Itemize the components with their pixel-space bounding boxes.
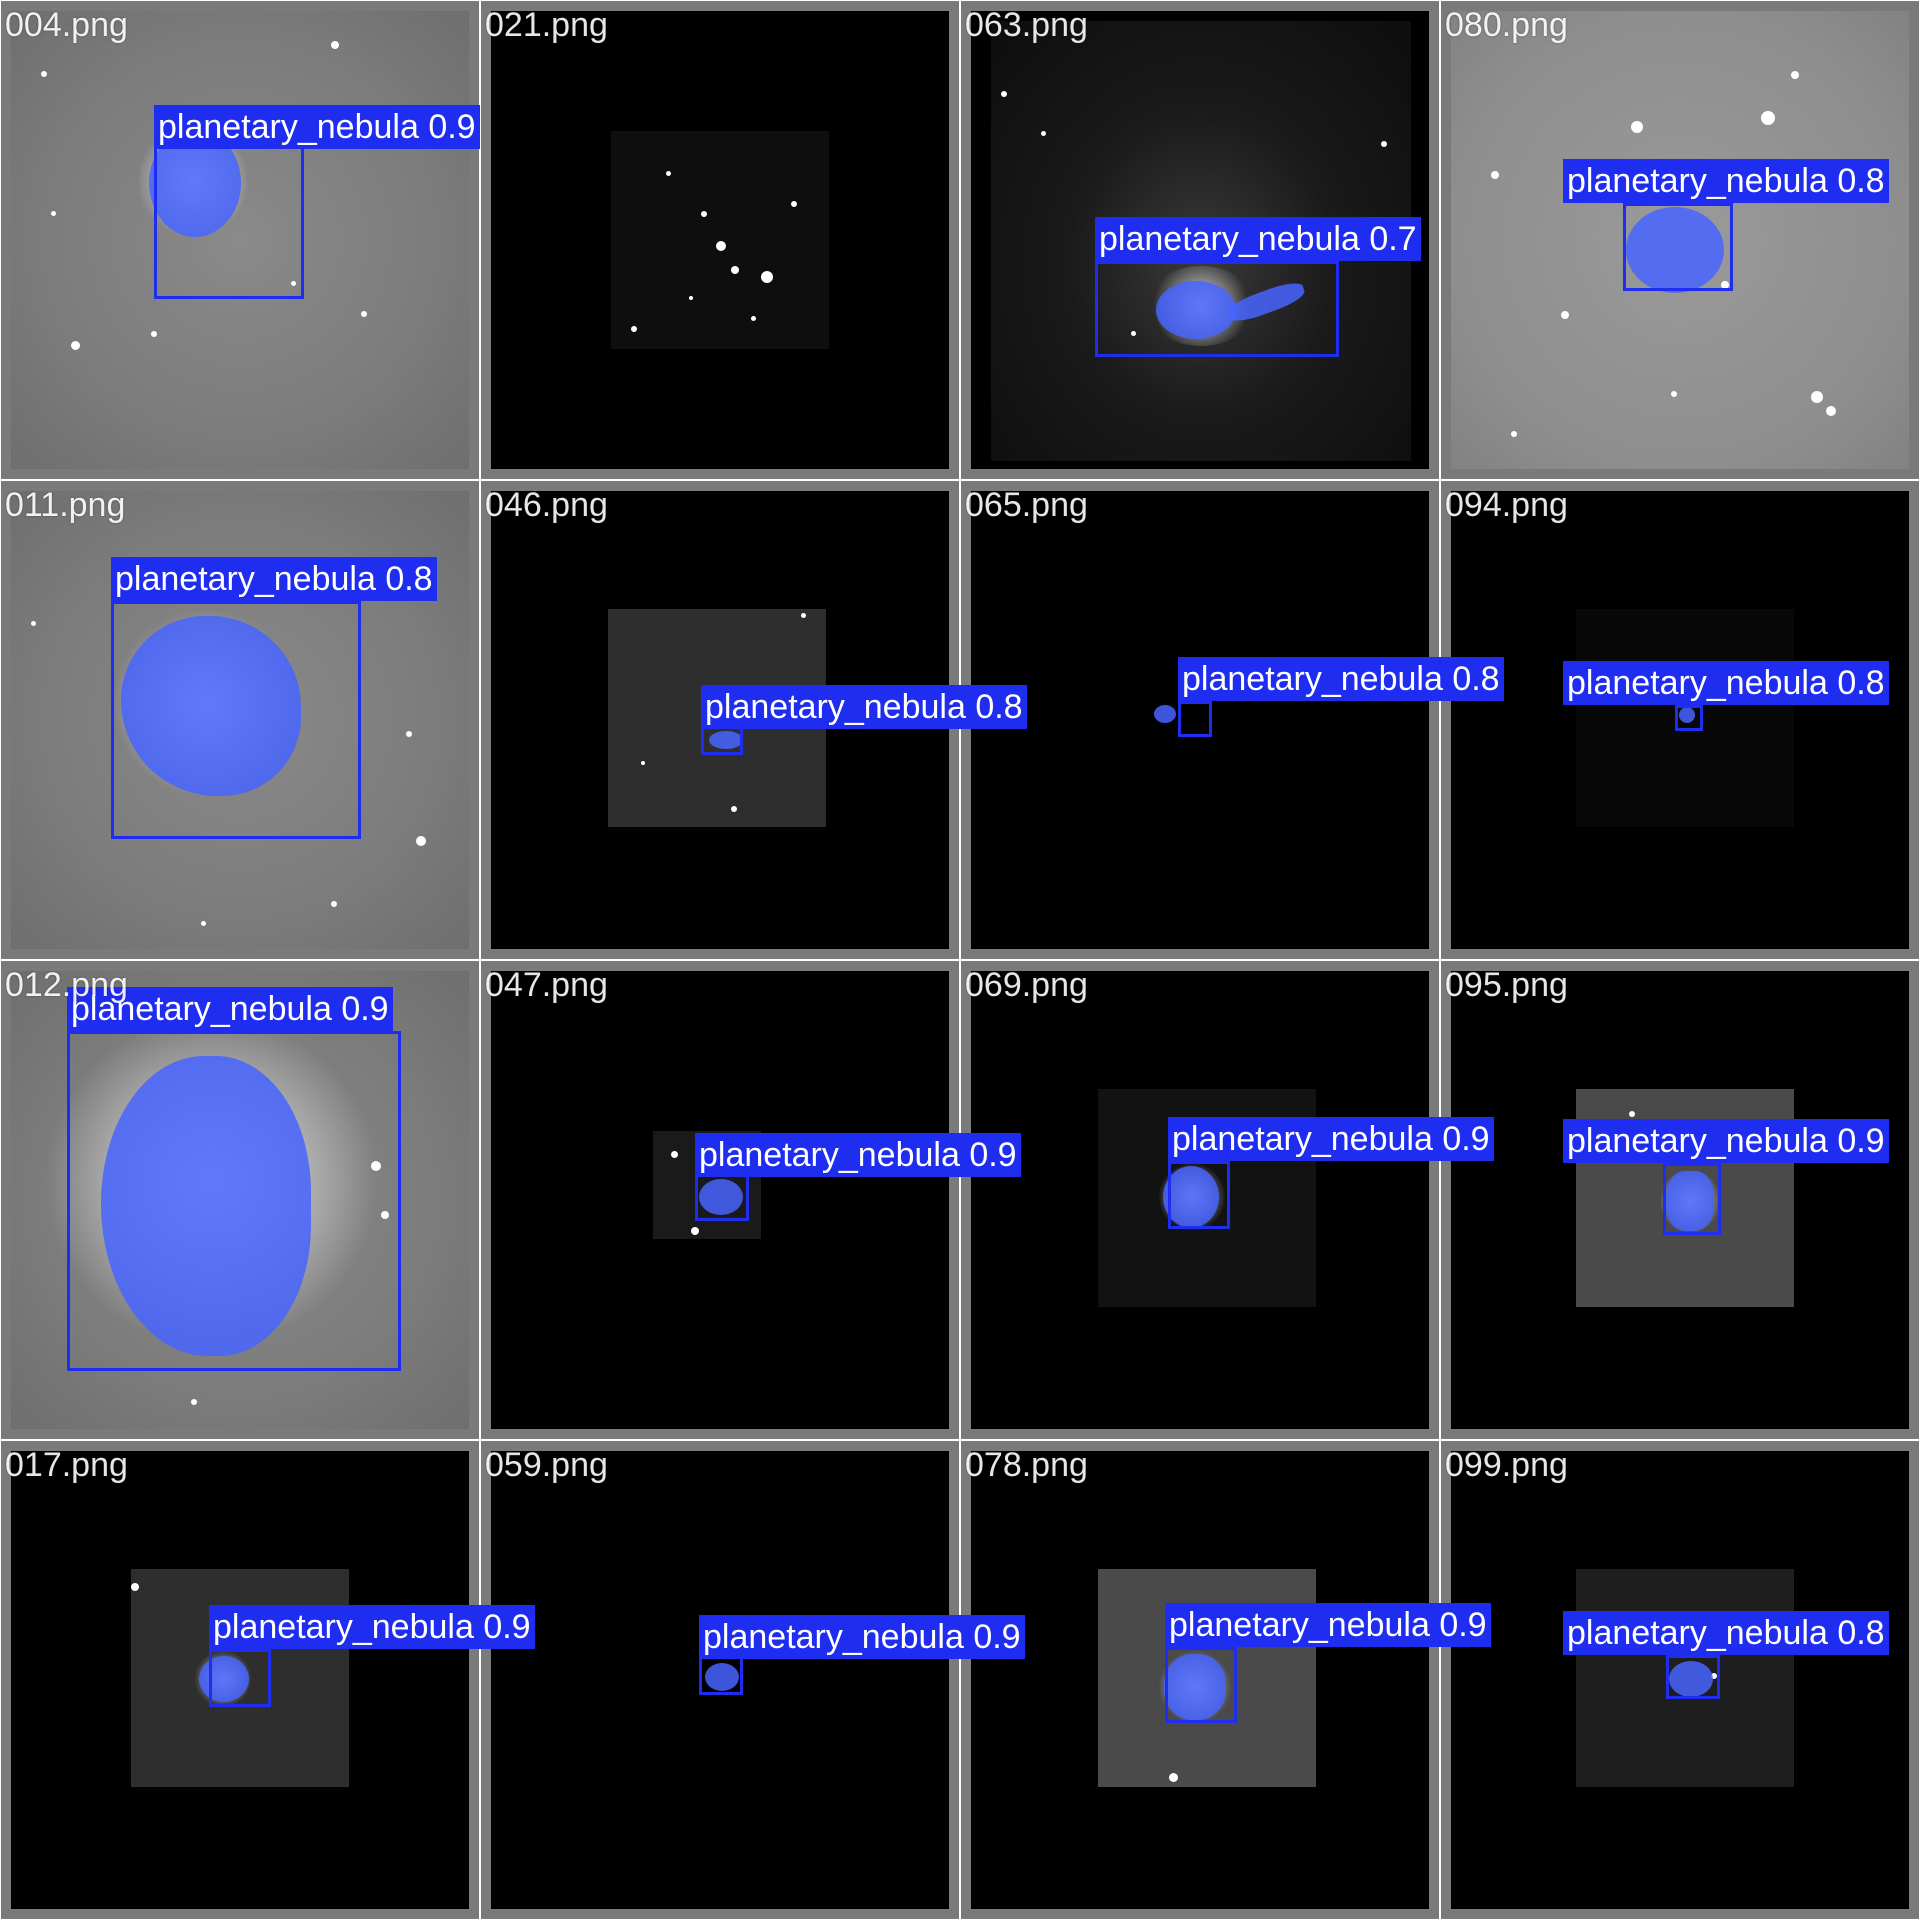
image <box>11 971 469 1429</box>
detection-label: planetary_nebula 0.9 <box>1165 1603 1491 1647</box>
segmentation-mask <box>1669 1661 1713 1697</box>
image <box>1451 491 1909 949</box>
image-filename: 095.png <box>1445 966 1568 1004</box>
segmentation-mask <box>1154 705 1176 723</box>
detection-label: planetary_nebula 0.8 <box>701 685 1027 729</box>
image-filename: 011.png <box>5 486 126 524</box>
image-filename: 059.png <box>485 1446 608 1484</box>
bounding-box <box>1165 1647 1237 1723</box>
image-filename: 046.png <box>485 486 608 524</box>
segmentation-mask <box>1666 1171 1714 1231</box>
image-filename: 063.png <box>965 6 1088 44</box>
bounding-box <box>111 601 361 839</box>
image <box>971 491 1429 949</box>
image-filename: 004.png <box>5 6 128 44</box>
tile: planetary_nebula 0.9 078.png <box>961 1441 1491 1919</box>
image <box>971 971 1429 1429</box>
bounding-box <box>699 1655 743 1695</box>
tile: planetary_nebula 0.8 065.png <box>961 481 1504 959</box>
bounding-box <box>154 123 304 299</box>
image-filename: 078.png <box>965 1446 1088 1484</box>
tile: planetary_nebula 0.9 017.png <box>1 1441 535 1919</box>
tile: planetary_nebula 0.9 012.png <box>1 961 479 1439</box>
tile: 021.png <box>481 1 959 479</box>
image-filename: 017.png <box>5 1446 128 1484</box>
detection-label: planetary_nebula 0.8 <box>111 557 437 601</box>
image <box>11 11 469 469</box>
tile: planetary_nebula 0.8 080.png <box>1441 1 1919 479</box>
bounding-box <box>1178 701 1212 737</box>
detection-label: planetary_nebula 0.9 <box>67 987 393 1031</box>
detection-label: planetary_nebula 0.9 <box>1168 1117 1494 1161</box>
tile: planetary_nebula 0.7 063.png <box>961 1 1439 479</box>
detection-label: planetary_nebula 0.8 <box>1563 661 1889 705</box>
segmentation-mask <box>121 616 301 796</box>
segmentation-mask <box>705 1663 739 1691</box>
detection-label: planetary_nebula 0.8 <box>1178 657 1504 701</box>
detection-label: planetary_nebula 0.9 <box>699 1615 1025 1659</box>
segmentation-mask <box>709 731 743 749</box>
image-filename: 021.png <box>485 6 608 44</box>
tile: planetary_nebula 0.8 046.png <box>481 481 1027 959</box>
bounding-box <box>695 1173 749 1221</box>
image-filename: 094.png <box>1445 486 1568 524</box>
bounding-box <box>209 1649 271 1707</box>
segmentation-mask <box>1626 207 1724 293</box>
image <box>491 11 949 469</box>
image <box>1451 11 1909 469</box>
image-filename: 065.png <box>965 486 1088 524</box>
image-filename: 069.png <box>965 966 1088 1004</box>
detection-label: planetary_nebula 0.7 <box>1095 217 1421 261</box>
segmentation-mask <box>199 1656 249 1702</box>
segmentation-mask <box>1164 1654 1226 1720</box>
image <box>971 1451 1429 1909</box>
detection-label: planetary_nebula 0.9 <box>154 105 480 149</box>
bounding-box <box>1623 203 1733 291</box>
detection-label: planetary_nebula 0.9 <box>1563 1119 1889 1163</box>
detection-label: planetary_nebula 0.8 <box>1563 159 1889 203</box>
bounding-box <box>1095 261 1339 357</box>
tile: planetary_nebula 0.8 094.png <box>1441 481 1919 959</box>
segmentation-mask <box>1156 281 1236 339</box>
bounding-box <box>1168 1161 1230 1229</box>
tile: planetary_nebula 0.9 095.png <box>1441 961 1919 1439</box>
image-filename: 047.png <box>485 966 608 1004</box>
segmentation-mask <box>699 1179 743 1215</box>
image-filename: 099.png <box>1445 1446 1568 1484</box>
image <box>1451 971 1909 1429</box>
detection-label: planetary_nebula 0.8 <box>1563 1611 1889 1655</box>
image-filename: 012.png <box>5 966 128 1004</box>
tile: planetary_nebula 0.9 069.png <box>961 961 1494 1439</box>
bounding-box <box>67 1031 401 1371</box>
bounding-box <box>1666 1655 1720 1699</box>
segmentation-mask <box>1679 707 1695 723</box>
tile: planetary_nebula 0.9 047.png <box>481 961 1021 1439</box>
tile: planetary_nebula 0.9 004.png <box>1 1 480 479</box>
detection-label: planetary_nebula 0.9 <box>695 1133 1021 1177</box>
tile: planetary_nebula 0.8 099.png <box>1441 1441 1919 1919</box>
segmentation-mask <box>1163 1166 1219 1228</box>
image <box>1451 1451 1909 1909</box>
bounding-box <box>1663 1163 1721 1235</box>
segmentation-mask <box>101 1056 311 1356</box>
tile: planetary_nebula 0.9 059.png <box>481 1441 1025 1919</box>
image-filename: 080.png <box>1445 6 1568 44</box>
bounding-box <box>1675 705 1703 731</box>
detection-label: planetary_nebula 0.9 <box>209 1605 535 1649</box>
tile: planetary_nebula 0.8 011.png <box>1 481 479 959</box>
image <box>491 1451 949 1909</box>
